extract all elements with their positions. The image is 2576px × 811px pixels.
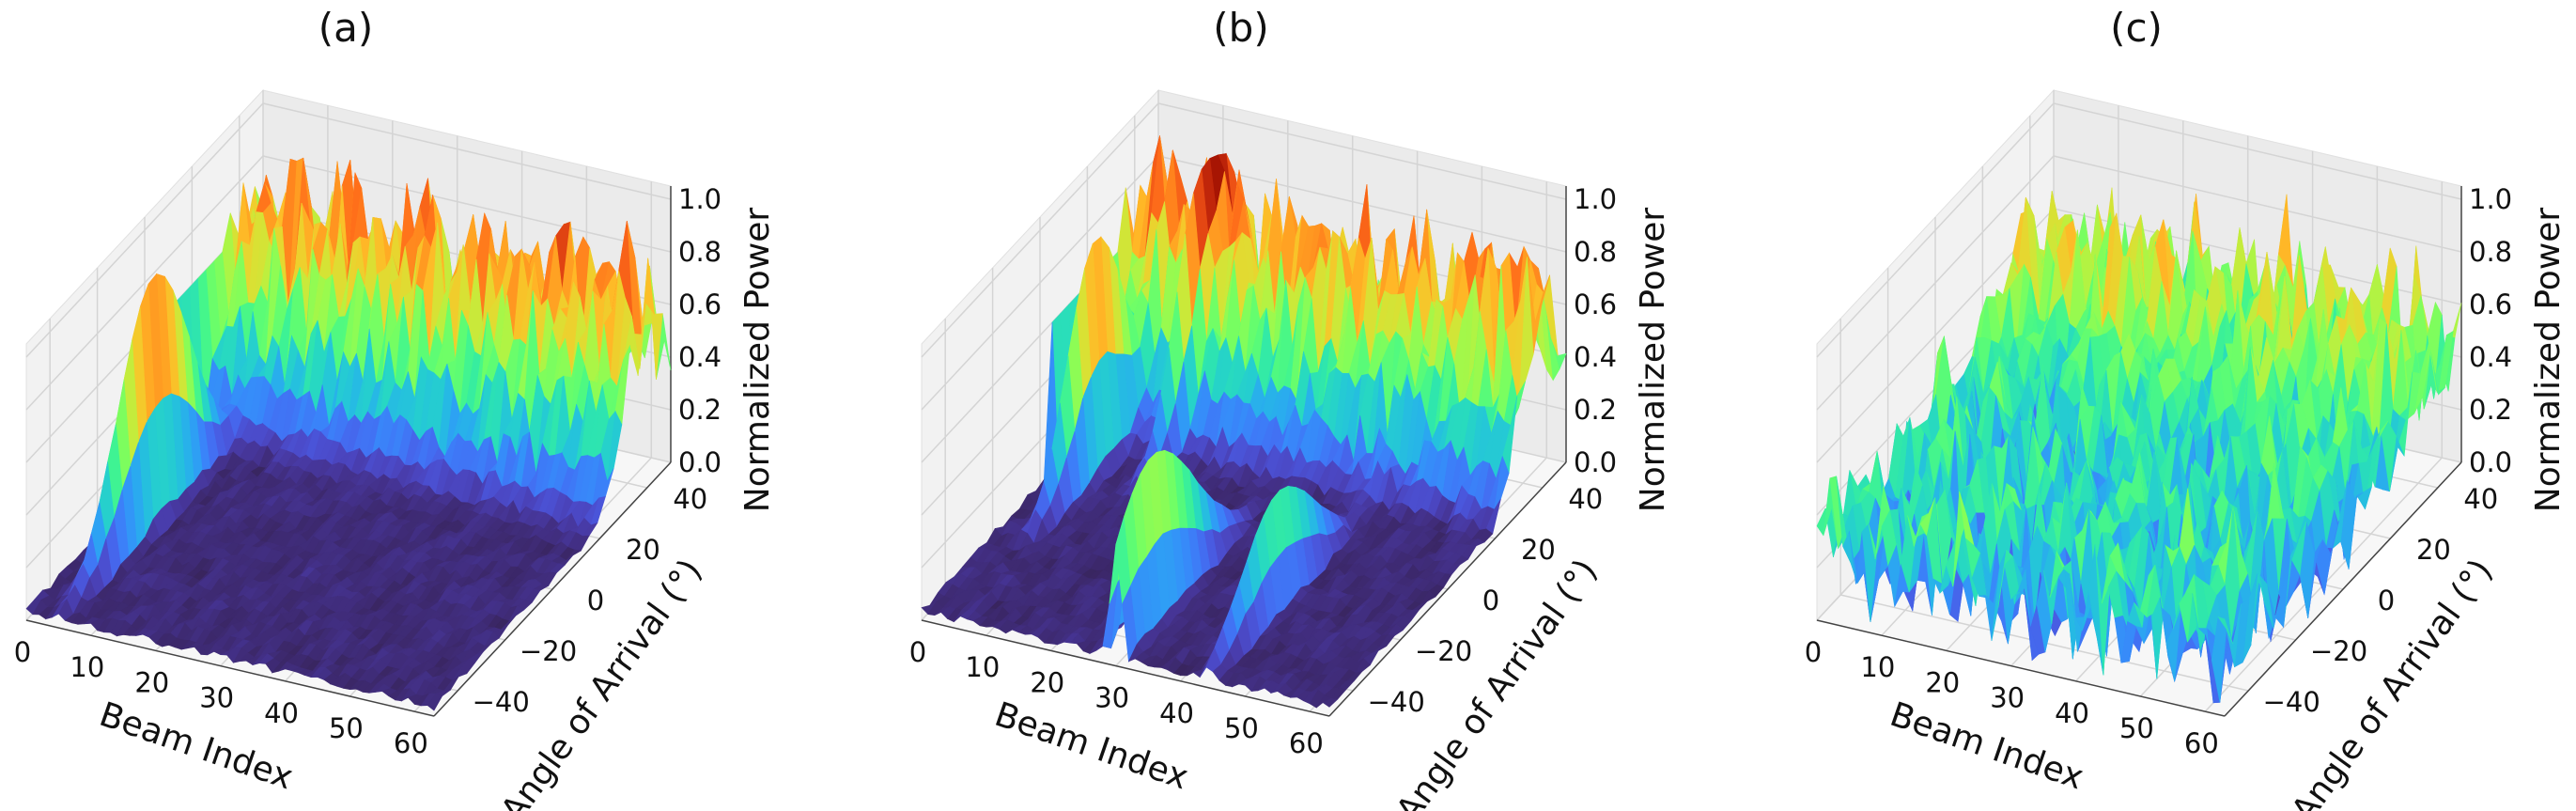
- panel-a-surface: [25, 157, 672, 711]
- x-tick-label: 20: [134, 666, 169, 698]
- z-tick-label: 0.8: [678, 236, 722, 268]
- panel-c-title: (c): [2110, 5, 2163, 51]
- x-tick-label: 40: [1159, 697, 1194, 729]
- y-tick-label: −40: [1368, 686, 1425, 718]
- z-tick-label: 0.2: [678, 394, 722, 426]
- z-tick-label: 1.0: [678, 183, 722, 215]
- x-tick-label: 0: [909, 636, 926, 668]
- panel-c: (c) 0 10 20 30 40 50 60−40−20020400.00.20.40.6…: [1805, 5, 2568, 811]
- y-tick-label: −20: [520, 635, 577, 667]
- z-tick-label: 0.6: [678, 289, 722, 320]
- x-tick-label: 60: [1289, 727, 1324, 759]
- x-tick-label: 40: [264, 697, 299, 729]
- z-tick-label: 1.0: [1574, 183, 1617, 215]
- panel-b-zlabel: Normalized Power: [1634, 208, 1672, 513]
- panel-a-zlabel: Normalized Power: [738, 208, 777, 513]
- z-tick-label: 0.4: [1574, 341, 1617, 373]
- x-tick-label: 20: [1030, 666, 1064, 698]
- z-tick-label: 0.2: [1574, 394, 1617, 426]
- y-tick-label: 40: [673, 483, 707, 515]
- y-tick-label: −20: [1415, 635, 1472, 667]
- x-axis-line: [25, 619, 435, 717]
- z-tick-label: 0.4: [678, 341, 722, 373]
- z-gridline: [25, 155, 672, 411]
- y-tick-label: 0: [587, 585, 604, 616]
- x-tick-label: 0: [14, 636, 31, 668]
- panel-b: (b) 0 10 20 30 40 50 60 −40 −20 0 20 40 0.0 0.2 0.4 0.6…: [909, 5, 1672, 811]
- y-tick-label: 20: [626, 534, 660, 566]
- y-axis-line: [433, 461, 672, 717]
- x-tick-label: 10: [965, 651, 1000, 683]
- y-tick-label: 20: [1521, 534, 1556, 566]
- y-tick-label: 0: [1482, 585, 1499, 616]
- z-tick-label: 0.6: [1574, 289, 1617, 320]
- z-gridline: [25, 102, 672, 358]
- x-tick-label: 30: [199, 682, 234, 714]
- panel-b-title: (b): [1213, 5, 1268, 51]
- x-tick-label: 10: [70, 651, 104, 683]
- x-tick-label: 50: [1224, 712, 1259, 744]
- x-tick-label: 30: [1094, 682, 1129, 714]
- panel-a-title: (a): [318, 5, 374, 51]
- x-tick-label: 50: [329, 712, 364, 744]
- y-tick-label: −40: [473, 686, 530, 718]
- z-tick-label: 0.0: [1574, 446, 1617, 478]
- z-tick-label: 0.8: [1574, 236, 1617, 268]
- z-tick-label: 0.0: [678, 446, 722, 478]
- y-tick-label: 40: [1568, 483, 1603, 515]
- panel-a: (a) 0 10 20 30 40 50 60 −40 −20 0 20 40 0.0 0.2 0.4 0.6…: [14, 5, 777, 811]
- x-tick-label: 60: [394, 727, 428, 759]
